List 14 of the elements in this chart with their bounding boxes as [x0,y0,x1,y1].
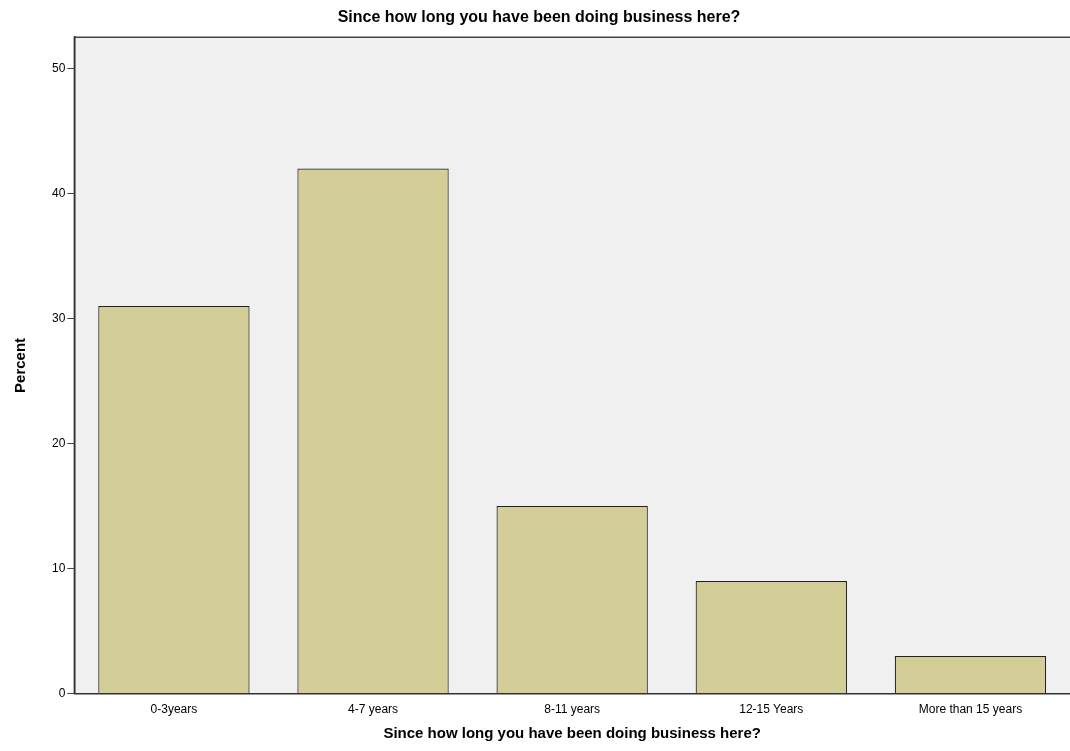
y-tick-label: 30 [51,310,66,325]
y-tick-label: 50 [51,60,66,75]
x-axis-title: Since how long you have been doing business here? [383,724,761,742]
y-tick-label: 10 [51,560,66,575]
x-tick-label: 0-3years [150,702,198,717]
y-tick-label: 40 [51,185,66,200]
x-tick-label: 4-7 years [348,702,399,717]
x-tick-label: 8-11 years [544,702,601,717]
y-tick-label: 0 [58,685,66,700]
y-axis-title: Percent [11,337,29,393]
x-tick-label: 12-15 Years [739,702,804,717]
chart-title: Since how long you have been doing business here? [337,8,741,26]
x-tick-label: More than 15 years [918,702,1023,717]
y-tick-label: 20 [51,435,66,450]
